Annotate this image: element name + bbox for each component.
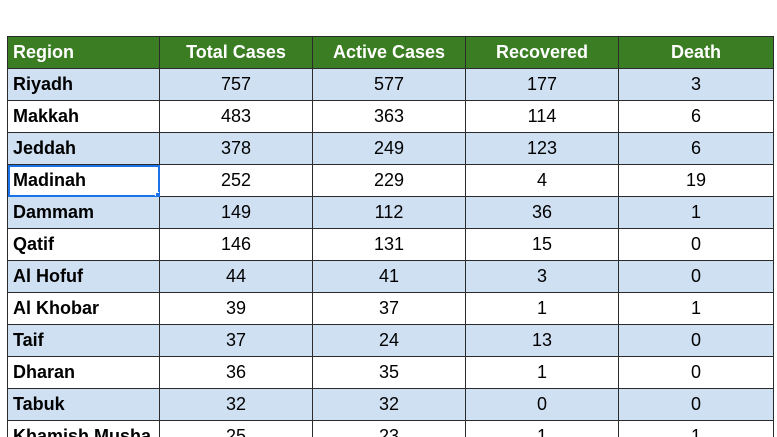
cell-death[interactable]: 6 [618, 132, 774, 165]
cell-region[interactable]: Riyadh [7, 68, 160, 101]
cell-active-cases[interactable]: 229 [312, 164, 466, 197]
cell-death[interactable]: 3 [618, 68, 774, 101]
cell-active-cases[interactable]: 23 [312, 420, 466, 437]
header-death[interactable]: Death [618, 36, 774, 69]
cell-active-cases[interactable]: 35 [312, 356, 466, 389]
cell-total-cases[interactable]: 146 [159, 228, 313, 261]
table-row: Riyadh 757 577 177 3 [7, 68, 774, 101]
cell-active-cases[interactable]: 131 [312, 228, 466, 261]
cell-death[interactable]: 0 [618, 324, 774, 357]
cell-active-cases[interactable]: 32 [312, 388, 466, 421]
cell-death[interactable]: 0 [618, 356, 774, 389]
cell-total-cases[interactable]: 483 [159, 100, 313, 133]
cell-total-cases[interactable]: 252 [159, 164, 313, 197]
cell-total-cases[interactable]: 37 [159, 324, 313, 357]
cell-total-cases[interactable]: 757 [159, 68, 313, 101]
cell-recovered[interactable]: 15 [465, 228, 619, 261]
cell-region[interactable]: Madinah [7, 164, 160, 197]
cell-recovered[interactable]: 4 [465, 164, 619, 197]
cell-region[interactable]: Khamish Musha [7, 420, 160, 437]
covid-cases-table: Region Total Cases Active Cases Recovere… [7, 36, 774, 437]
cell-region[interactable]: Dharan [7, 356, 160, 389]
table-row: Al Khobar 39 37 1 1 [7, 292, 774, 325]
cell-recovered[interactable]: 177 [465, 68, 619, 101]
cell-recovered[interactable]: 36 [465, 196, 619, 229]
header-recovered[interactable]: Recovered [465, 36, 619, 69]
header-region[interactable]: Region [7, 36, 160, 69]
cell-total-cases[interactable]: 149 [159, 196, 313, 229]
cell-active-cases[interactable]: 577 [312, 68, 466, 101]
table-row: Qatif 146 131 15 0 [7, 228, 774, 261]
cell-recovered[interactable]: 0 [465, 388, 619, 421]
cell-death[interactable]: 1 [618, 196, 774, 229]
selection-fill-handle[interactable] [155, 192, 159, 196]
table-body: Riyadh 757 577 177 3 Makkah 483 363 114 6 Jeddah 37… [7, 68, 774, 437]
cell-total-cases[interactable]: 39 [159, 292, 313, 325]
header-active-cases[interactable]: Active Cases [312, 36, 466, 69]
header-row: Region Total Cases Active Cases Recovere… [7, 36, 774, 69]
table-row: Al Hofuf 44 41 3 0 [7, 260, 774, 293]
cell-total-cases[interactable]: 32 [159, 388, 313, 421]
table-row: Tabuk 32 32 0 0 [7, 388, 774, 421]
cell-recovered[interactable]: 123 [465, 132, 619, 165]
cell-death[interactable]: 1 [618, 292, 774, 325]
table-row: Madinah 252 229 4 19 [7, 164, 774, 197]
cell-active-cases[interactable]: 24 [312, 324, 466, 357]
cell-death[interactable]: 0 [618, 260, 774, 293]
cell-region[interactable]: Qatif [7, 228, 160, 261]
table-row: Khamish Musha 25 23 1 1 [7, 420, 774, 437]
table-row: Jeddah 378 249 123 6 [7, 132, 774, 165]
table-row: Makkah 483 363 114 6 [7, 100, 774, 133]
cell-recovered[interactable]: 1 [465, 356, 619, 389]
spreadsheet-grid: Region Total Cases Active Cases Recovere… [7, 36, 777, 437]
cell-region[interactable]: Tabuk [7, 388, 160, 421]
cell-active-cases[interactable]: 41 [312, 260, 466, 293]
cell-active-cases[interactable]: 112 [312, 196, 466, 229]
cell-region[interactable]: Jeddah [7, 132, 160, 165]
table-row: Dammam 149 112 36 1 [7, 196, 774, 229]
cell-death[interactable]: 1 [618, 420, 774, 437]
cell-total-cases[interactable]: 44 [159, 260, 313, 293]
cell-region[interactable]: Dammam [7, 196, 160, 229]
cell-total-cases[interactable]: 36 [159, 356, 313, 389]
table-row: Dharan 36 35 1 0 [7, 356, 774, 389]
cell-region[interactable]: Al Khobar [7, 292, 160, 325]
header-total-cases[interactable]: Total Cases [159, 36, 313, 69]
cell-region[interactable]: Al Hofuf [7, 260, 160, 293]
cell-recovered[interactable]: 1 [465, 420, 619, 437]
cell-death[interactable]: 6 [618, 100, 774, 133]
cell-region[interactable]: Makkah [7, 100, 160, 133]
table-row: Taif 37 24 13 0 [7, 324, 774, 357]
cell-total-cases[interactable]: 378 [159, 132, 313, 165]
cell-recovered[interactable]: 3 [465, 260, 619, 293]
cell-total-cases[interactable]: 25 [159, 420, 313, 437]
cell-region[interactable]: Taif [7, 324, 160, 357]
cell-death[interactable]: 0 [618, 228, 774, 261]
cell-death[interactable]: 0 [618, 388, 774, 421]
cell-active-cases[interactable]: 37 [312, 292, 466, 325]
cell-recovered[interactable]: 1 [465, 292, 619, 325]
cell-recovered[interactable]: 114 [465, 100, 619, 133]
cell-active-cases[interactable]: 363 [312, 100, 466, 133]
cell-active-cases[interactable]: 249 [312, 132, 466, 165]
cell-recovered[interactable]: 13 [465, 324, 619, 357]
cell-death[interactable]: 19 [618, 164, 774, 197]
